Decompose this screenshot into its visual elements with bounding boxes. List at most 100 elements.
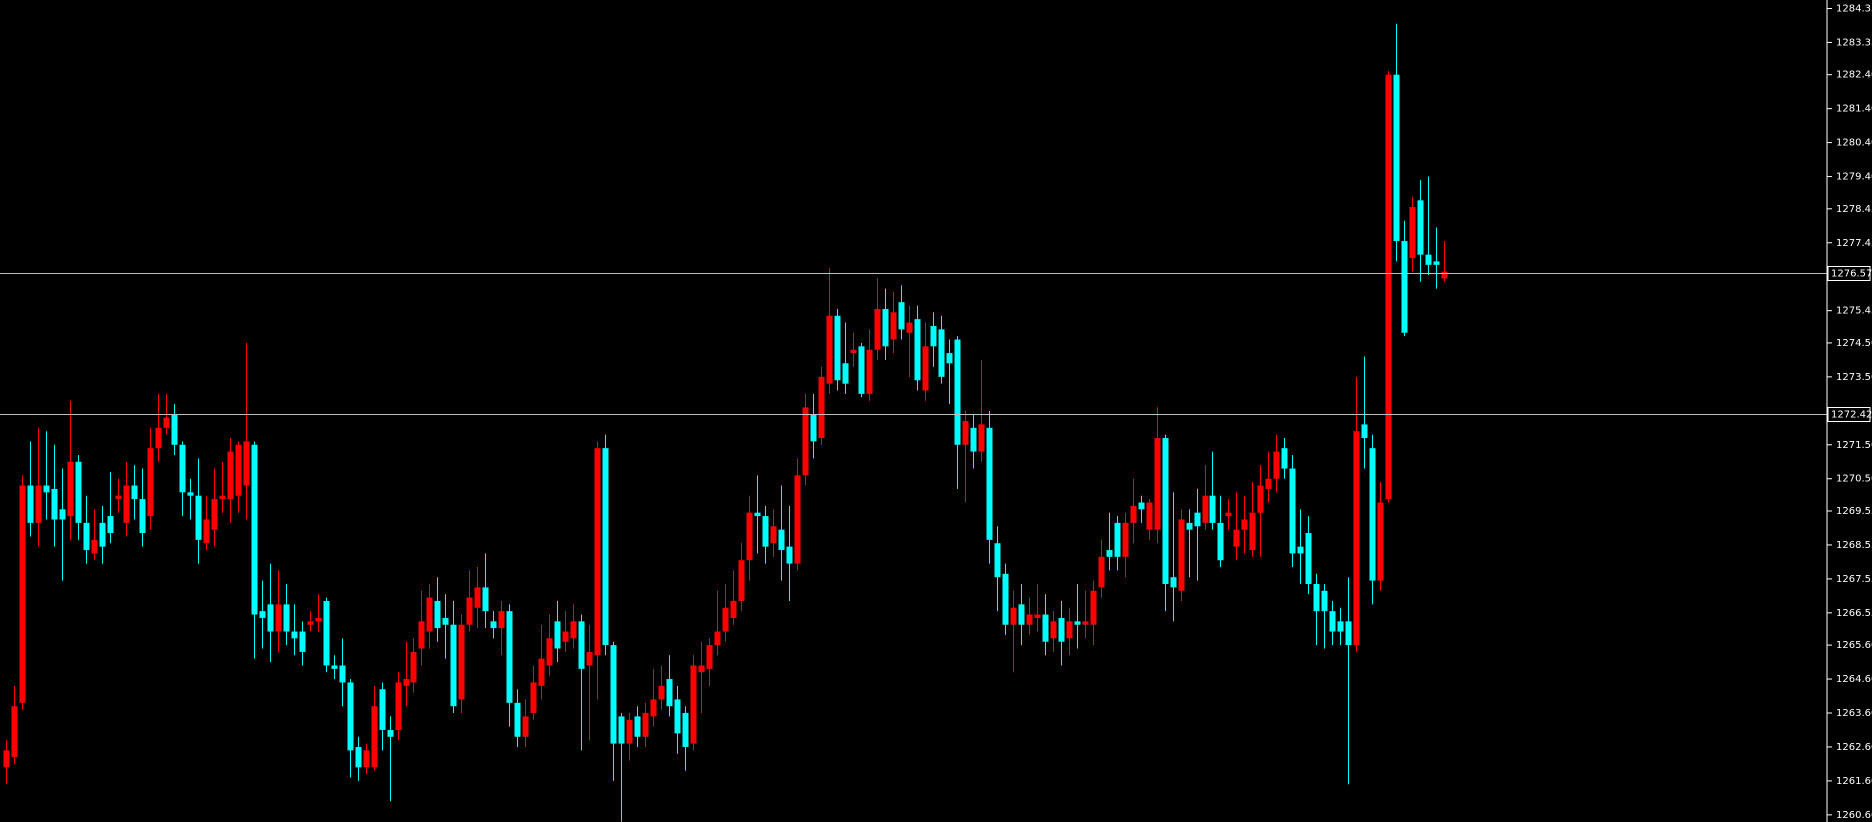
y-tick-label: 1269.55 <box>1836 506 1872 517</box>
candle-body <box>506 611 513 703</box>
price-label-box <box>1827 407 1871 422</box>
candle-body <box>986 427 993 540</box>
candle-body <box>1353 431 1360 646</box>
candle-body <box>538 658 545 686</box>
candle-body <box>1241 519 1248 530</box>
candle-body <box>458 624 465 700</box>
candle-body <box>522 716 529 737</box>
y-tick-label: 1283.35 <box>1836 37 1872 48</box>
candle-body <box>1170 577 1177 588</box>
candle-body <box>914 319 921 381</box>
candle-body <box>299 631 306 652</box>
candle-body <box>1433 261 1440 265</box>
candle-body <box>658 685 665 700</box>
candle-body <box>898 302 905 330</box>
candle-body <box>403 679 410 686</box>
candle-body <box>994 543 1001 578</box>
candle-body <box>826 315 833 384</box>
candle-body <box>546 638 553 666</box>
y-tick-label: 1260.60 <box>1836 810 1872 821</box>
candle-body <box>1010 607 1017 625</box>
candle-body <box>466 597 473 625</box>
candle-body <box>363 750 370 768</box>
candle-body <box>482 587 489 612</box>
y-tick-label: 1275.45 <box>1836 306 1872 317</box>
candle-body <box>962 421 969 445</box>
candle-body <box>331 665 338 669</box>
candle-body <box>115 495 122 500</box>
candle-body <box>1233 529 1240 547</box>
candle-body <box>1114 522 1121 557</box>
candle-body <box>874 308 881 350</box>
candle-body <box>418 621 425 649</box>
candle-body <box>51 488 58 520</box>
candle-body <box>387 729 394 737</box>
candle-body <box>602 448 609 646</box>
candle-body <box>450 624 457 707</box>
candle-body <box>730 600 737 618</box>
candle-body <box>123 485 130 523</box>
candle-body <box>442 617 449 625</box>
candle-body <box>267 604 274 632</box>
candle-body <box>794 475 801 564</box>
y-tick-label: 1264.60 <box>1836 674 1872 685</box>
candle-body <box>1369 448 1376 581</box>
candle-body <box>818 376 825 438</box>
candle-body <box>107 516 114 534</box>
y-tick-label: 1267.55 <box>1836 574 1872 585</box>
candle-body <box>570 621 577 639</box>
candle-body <box>1194 512 1201 527</box>
candle-body <box>227 451 234 500</box>
candle-body <box>1337 621 1344 632</box>
y-tick-label: 1282.40 <box>1836 70 1872 81</box>
candle-body <box>11 706 18 758</box>
candle-body <box>698 665 705 673</box>
candle-body <box>1385 74 1392 500</box>
candle-body <box>251 444 258 615</box>
candle-body <box>3 750 10 768</box>
candle-body <box>1305 533 1312 584</box>
candle-body <box>762 516 769 547</box>
candle-body <box>906 322 913 333</box>
candle-body <box>1130 505 1137 523</box>
candle-body <box>1138 502 1145 510</box>
candle-body <box>1441 271 1448 279</box>
candle-body <box>802 407 809 476</box>
candle-body <box>83 522 90 551</box>
y-tick-label: 1261.60 <box>1836 776 1872 787</box>
y-tick-label: 1280.40 <box>1836 138 1872 149</box>
candle-body <box>1273 451 1280 479</box>
candle-body <box>347 682 354 751</box>
candle-body <box>866 349 873 394</box>
candle-body <box>562 631 569 642</box>
price-label-box <box>1827 266 1871 281</box>
candle-body <box>1146 502 1153 530</box>
candle-body <box>19 485 26 703</box>
candle-body <box>490 621 497 629</box>
candle-body <box>554 621 561 649</box>
candle-body <box>291 631 298 639</box>
candle-body <box>195 495 202 540</box>
candle-body <box>634 716 641 737</box>
candle-body <box>1098 556 1105 588</box>
candle-body <box>738 560 745 601</box>
candle-body <box>650 699 657 717</box>
candle-body <box>842 363 849 384</box>
candle-body <box>978 424 985 452</box>
y-tick-label: 1284.35 <box>1836 3 1872 14</box>
candle-body <box>682 713 689 747</box>
candle-body <box>1042 614 1049 642</box>
candle-body <box>530 682 537 714</box>
candle-body <box>1377 502 1384 581</box>
y-tick-label: 1274.50 <box>1836 338 1872 349</box>
candle-body <box>1162 437 1169 584</box>
candle-body <box>1281 448 1288 469</box>
candle-body <box>1409 207 1416 259</box>
candle-body <box>395 682 402 730</box>
candle-body <box>754 512 761 517</box>
candle-body <box>474 587 481 608</box>
candle-body <box>970 427 977 452</box>
candle-body <box>1058 617 1065 642</box>
